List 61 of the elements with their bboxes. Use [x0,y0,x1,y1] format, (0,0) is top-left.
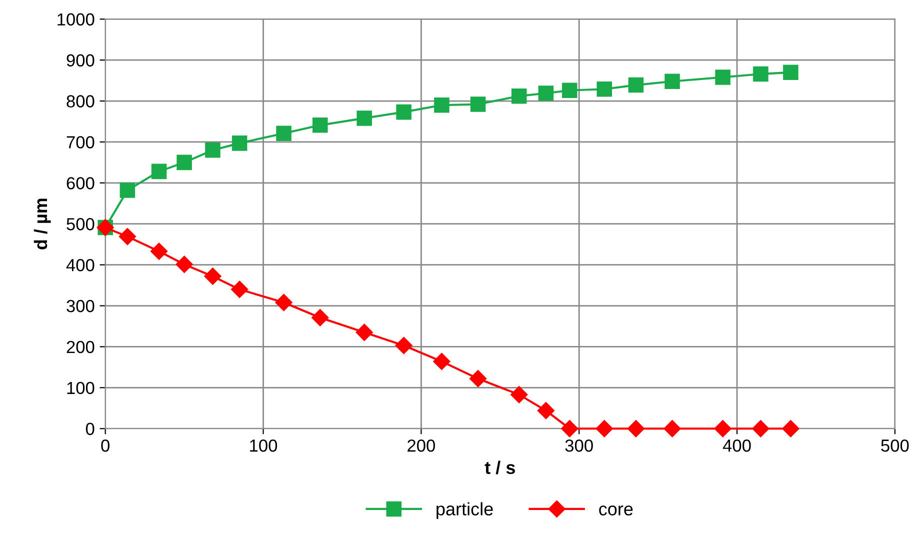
point [434,97,450,113]
point [469,370,487,388]
legend-label: core [599,506,633,516]
y-tick-label: 600 [66,177,94,190]
y-tick-label: 1000 [58,13,94,26]
point [120,182,136,198]
point [596,420,613,438]
point [205,142,220,158]
point [396,104,412,120]
y-tick-label: 0 [86,422,94,436]
y-tick-label: 100 [67,382,94,394]
point [538,86,554,101]
y-tick-label: 200 [66,340,94,354]
point [312,118,328,133]
y-tick-label: 700 [66,136,94,148]
y-tick-label: 300 [66,300,94,312]
point [664,420,681,438]
point [561,420,578,438]
x-tick-label: 200 [408,439,435,452]
y-tick-label: 800 [66,95,94,108]
point [628,77,644,93]
point [231,280,248,298]
x-tick-label: 100 [250,439,278,452]
point [627,420,644,438]
point [176,154,192,170]
point [783,64,798,80]
point [715,70,730,85]
point [752,420,770,438]
point [753,66,768,82]
point [664,74,680,89]
y-tick-label: 400 [66,258,94,272]
legend-label: particle [436,502,493,520]
point [562,82,578,98]
point [510,386,528,404]
point [312,309,329,326]
point [714,420,732,438]
point [118,228,136,246]
point [150,242,168,260]
point [433,352,450,370]
point [782,420,800,438]
point [395,336,412,354]
point [275,294,292,312]
point [356,110,372,126]
point [470,96,486,112]
point [176,256,193,273]
y-axis-title: d / µm [34,198,51,250]
x-tick-label: 0 [101,439,110,452]
point [204,268,222,285]
point [511,88,527,104]
x-axis-title: t / s [484,460,515,474]
point [356,324,373,341]
x-tick-label: 300 [565,439,593,452]
point [151,164,167,180]
point [537,402,554,420]
point [596,81,612,97]
y-tick-label: 900 [66,54,94,67]
x-tick-label: 400 [722,439,751,452]
point [276,126,292,141]
x-tick-label: 500 [881,439,909,452]
y-tick-label: 500 [66,218,94,230]
point [232,136,248,151]
